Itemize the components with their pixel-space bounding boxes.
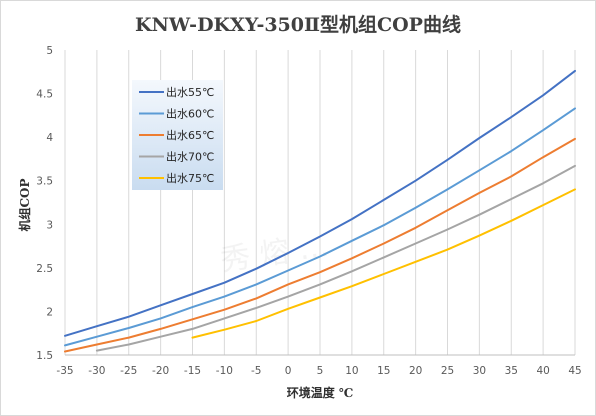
x-axis-title: 环境温度 ℃ (287, 385, 354, 400)
series-line (64, 107, 576, 347)
watermark: 秀 熔 … (218, 229, 331, 279)
x-tick-label: -5 (251, 365, 261, 377)
legend-label: 出水70℃ (166, 150, 214, 164)
y-tick-label: 1.5 (36, 350, 53, 362)
y-tick-label: 5 (46, 45, 53, 57)
series-line (64, 69, 576, 337)
x-tick-label: -30 (88, 365, 105, 377)
x-tick-label: 45 (568, 365, 581, 377)
y-tick-label: 4.5 (36, 89, 53, 101)
y-axis-title: 机组COP (17, 178, 32, 231)
y-tick-label: 4 (46, 132, 53, 144)
x-tick-label: -20 (152, 365, 169, 377)
legend-label: 出水75℃ (166, 171, 214, 185)
x-tick-label: 15 (377, 365, 390, 377)
x-tick-label: 40 (536, 365, 549, 377)
series-line (95, 164, 576, 352)
x-tick-label: 30 (473, 365, 486, 377)
y-tick-label: 3.5 (36, 176, 53, 188)
legend-label: 出水60℃ (166, 107, 214, 121)
y-tick-label: 3 (46, 219, 53, 231)
x-tick-label: -35 (56, 365, 73, 377)
series-line (191, 188, 576, 339)
series-line (64, 137, 576, 353)
x-tick-label: 10 (345, 365, 358, 377)
x-tick-label: -15 (184, 365, 201, 377)
x-tick-label: 25 (441, 365, 454, 377)
series-lines (64, 69, 576, 353)
x-tick-label: -10 (216, 365, 233, 377)
y-tick-labels: 1.5 2 2.5 3 3.5 4 4.5 5 (36, 45, 53, 362)
x-tick-label: 20 (409, 365, 422, 377)
x-tick-label: -25 (120, 365, 137, 377)
legend: 出水55℃ 出水60℃ 出水65℃ 出水70℃ 出水75℃ (132, 80, 223, 190)
gridlines (64, 50, 576, 356)
legend-label: 出水55℃ (166, 85, 214, 99)
legend-label: 出水65℃ (166, 128, 214, 142)
x-tick-label: 5 (317, 365, 324, 377)
x-tick-labels: -35 -30 -25 -20 -15 -10 -5 0 5 10 15 20 25 30 35 40 45 (56, 365, 581, 377)
y-tick-label: 2 (46, 306, 53, 318)
x-tick-label: 35 (505, 365, 518, 377)
chart-title: KNW-DKXY-350Ⅱ型机组COP曲线 (135, 13, 461, 36)
x-tick-label: 0 (285, 365, 292, 377)
watermark-text: 秀 熔 … (218, 229, 331, 279)
y-tick-label: 2.5 (36, 263, 53, 275)
